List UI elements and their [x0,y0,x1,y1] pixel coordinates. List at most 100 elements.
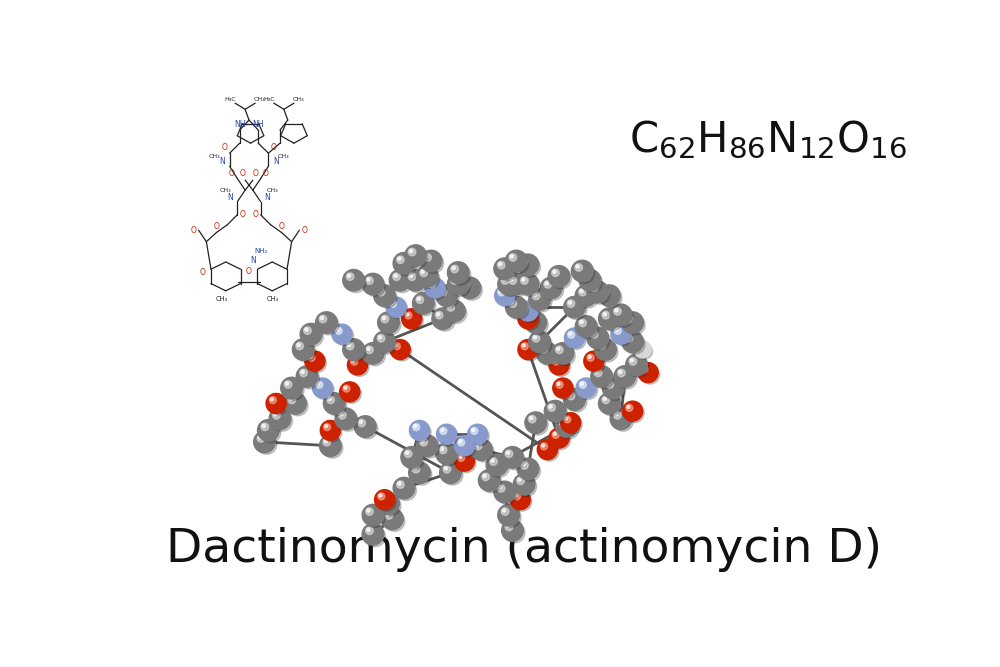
Circle shape [380,496,401,516]
Circle shape [374,331,395,353]
Circle shape [438,446,459,466]
Circle shape [531,334,552,354]
Circle shape [634,341,651,358]
Circle shape [497,288,516,307]
Circle shape [501,277,509,284]
Circle shape [365,276,385,297]
Circle shape [491,459,494,462]
Circle shape [473,442,494,462]
Circle shape [508,299,529,319]
Circle shape [566,392,587,412]
Circle shape [345,272,366,293]
Circle shape [468,424,488,444]
Circle shape [528,415,548,435]
Circle shape [378,493,385,500]
Circle shape [548,265,570,287]
Circle shape [516,476,537,497]
Circle shape [580,382,583,386]
Text: O: O [229,169,235,179]
Circle shape [528,315,548,335]
Text: O: O [246,267,252,275]
Circle shape [530,417,533,420]
Circle shape [522,305,525,308]
Circle shape [576,265,579,268]
Circle shape [628,357,649,378]
Circle shape [494,258,516,279]
Circle shape [614,412,621,419]
Circle shape [437,424,457,444]
Circle shape [366,277,373,284]
Circle shape [326,396,347,416]
Text: O: O [302,225,308,235]
Circle shape [391,301,394,305]
Circle shape [462,280,482,300]
Circle shape [578,287,599,308]
Circle shape [499,290,502,293]
Circle shape [320,316,324,319]
Circle shape [518,309,538,329]
Circle shape [583,273,590,280]
Circle shape [292,339,314,360]
Circle shape [551,268,571,289]
Circle shape [520,461,540,482]
Circle shape [413,467,417,470]
Circle shape [305,328,308,331]
Circle shape [541,348,544,350]
Circle shape [579,288,586,296]
Circle shape [517,254,539,275]
Circle shape [549,428,569,448]
Circle shape [510,278,513,281]
Circle shape [540,442,559,461]
Circle shape [377,335,385,342]
Circle shape [520,276,540,297]
Circle shape [319,315,327,323]
Circle shape [564,296,585,318]
Circle shape [553,270,556,273]
Circle shape [478,470,500,491]
Circle shape [525,311,547,334]
Circle shape [374,285,395,306]
Circle shape [362,504,384,526]
Circle shape [317,382,320,386]
Circle shape [517,477,524,484]
Circle shape [416,296,424,303]
Circle shape [347,344,351,347]
Circle shape [378,493,399,514]
Circle shape [459,277,481,299]
Circle shape [421,270,424,273]
Circle shape [518,340,538,360]
Circle shape [490,458,497,466]
Circle shape [350,358,369,376]
Circle shape [509,253,517,261]
Circle shape [300,323,322,345]
Circle shape [454,436,475,456]
Circle shape [510,255,513,258]
Circle shape [521,462,528,469]
Circle shape [557,348,560,350]
Circle shape [347,274,351,277]
Circle shape [539,346,560,366]
Circle shape [346,342,354,350]
Circle shape [343,339,364,360]
Circle shape [408,248,416,256]
Circle shape [307,354,326,373]
Circle shape [284,381,292,388]
Circle shape [602,288,610,296]
Circle shape [575,263,582,271]
Circle shape [518,478,521,482]
Circle shape [483,474,486,478]
Circle shape [602,396,610,404]
Circle shape [367,278,370,281]
Circle shape [345,342,366,362]
Circle shape [574,263,595,283]
Circle shape [358,420,365,427]
Circle shape [458,454,465,462]
Circle shape [458,439,465,446]
Circle shape [362,343,384,364]
Circle shape [334,327,354,346]
Circle shape [525,412,547,434]
Circle shape [545,281,548,285]
Circle shape [582,272,602,293]
Text: O: O [214,222,219,231]
Circle shape [595,370,599,374]
